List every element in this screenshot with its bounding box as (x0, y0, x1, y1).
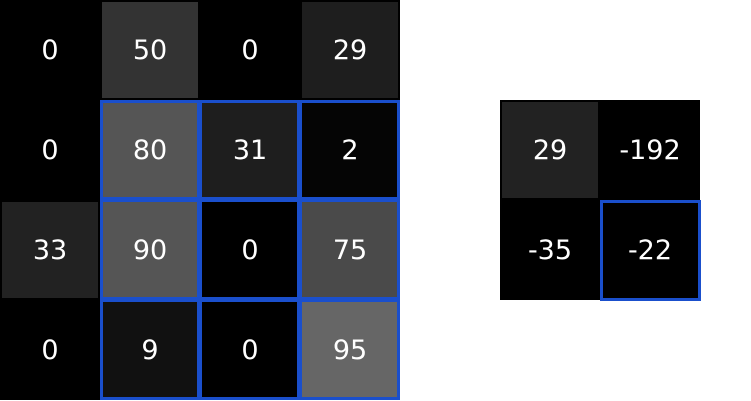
cell-value: 9 (141, 334, 159, 366)
cell-value: -22 (627, 234, 673, 266)
matrix-cell: 9 (100, 300, 200, 400)
cell-value: 0 (41, 34, 59, 66)
cell-value: 29 (532, 134, 568, 166)
cell-shade (102, 102, 198, 198)
matrix-cell: 29 (500, 100, 600, 200)
cell-shade (502, 202, 598, 298)
matrix-cell: -192 (600, 100, 700, 200)
cell-shade (2, 102, 98, 198)
cell-shade (202, 302, 298, 398)
cell-value: 0 (241, 334, 259, 366)
matrix-cell: -22 (600, 200, 700, 300)
cell-value: 0 (41, 134, 59, 166)
matrix-cell: 0 (0, 100, 100, 200)
cell-shade (2, 2, 98, 98)
cell-value: 90 (132, 234, 168, 266)
cell-value: 50 (132, 34, 168, 66)
matrix-cell: 95 (300, 300, 400, 400)
cell-shade (302, 302, 398, 398)
matrix-cell: 33 (0, 200, 100, 300)
cell-value: 0 (41, 334, 59, 366)
cell-value: 80 (132, 134, 168, 166)
cell-shade (502, 102, 598, 198)
matrix-cell: 90 (100, 200, 200, 300)
cell-value: 0 (241, 34, 259, 66)
cell-shade (602, 102, 698, 198)
cell-value: 0 (241, 234, 259, 266)
matrix-cell: 31 (200, 100, 300, 200)
cell-shade (102, 202, 198, 298)
cell-shade (302, 2, 398, 98)
cell-shade (302, 202, 398, 298)
matrix-cell: 0 (0, 300, 100, 400)
cell-value: 31 (232, 134, 268, 166)
matrix-cell: 29 (300, 0, 400, 100)
cell-value: -35 (527, 234, 573, 266)
matrix-cell: 2 (300, 100, 400, 200)
cell-shade (202, 102, 298, 198)
cell-shade (102, 302, 198, 398)
cell-shade (302, 102, 398, 198)
matrix-cell: 0 (200, 0, 300, 100)
cell-shade (2, 202, 98, 298)
output-matrix: 29 -192 -35 -22 (500, 100, 700, 300)
cell-value: 29 (332, 34, 368, 66)
cell-value: 2 (341, 134, 359, 166)
matrix-cell: -35 (500, 200, 600, 300)
matrix-cell: 0 (200, 300, 300, 400)
input-matrix: 0 50 0 29 0 80 31 2 33 90 0 75 0 9 0 95 (0, 0, 400, 400)
cell-shade (202, 2, 298, 98)
matrix-cell: 0 (0, 0, 100, 100)
cell-value: 75 (332, 234, 368, 266)
cell-value: 33 (32, 234, 68, 266)
cell-value: 95 (332, 334, 368, 366)
matrix-cell: 0 (200, 200, 300, 300)
matrix-cell: 80 (100, 100, 200, 200)
cell-value: -192 (619, 134, 681, 166)
cell-shade (102, 2, 198, 98)
matrix-cell: 75 (300, 200, 400, 300)
cell-shade (602, 202, 698, 298)
matrix-cell: 50 (100, 0, 200, 100)
cell-shade (2, 302, 98, 398)
cell-shade (202, 202, 298, 298)
